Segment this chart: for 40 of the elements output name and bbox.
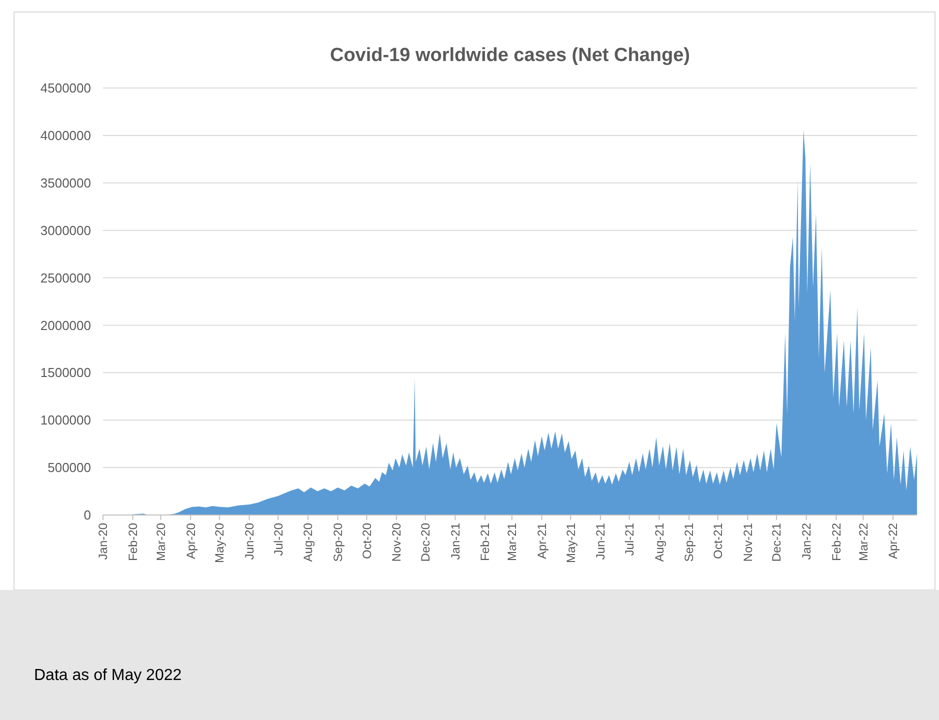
x-tick-label: Dec-21 <box>770 522 784 562</box>
x-tick-label: Apr-21 <box>534 522 549 560</box>
x-tick-label: May-21 <box>564 522 578 564</box>
y-tick-label: 2000000 <box>40 318 91 333</box>
x-tick-label: May-20 <box>212 522 227 564</box>
y-tick-label: 500000 <box>48 460 91 476</box>
y-tick-label: 3000000 <box>40 222 91 238</box>
x-tick-label: Sep-21 <box>682 522 696 562</box>
y-tick-label: 1500000 <box>40 365 91 380</box>
x-tick-label: Aug-21 <box>652 522 666 562</box>
x-tick-label: Nov-21 <box>740 522 755 562</box>
y-tick-label: 2500000 <box>40 270 91 286</box>
x-tick-label: Apr-20 <box>184 522 198 560</box>
y-tick-label: 4500000 <box>40 80 91 96</box>
x-tick-label: Nov-20 <box>390 522 404 562</box>
x-tick-label: Jul-21 <box>622 522 637 556</box>
x-tick-label: Jun-20 <box>242 522 256 560</box>
y-tick-label: 4000000 <box>40 128 91 143</box>
chart-title: Covid-19 worldwide cases (Net Change) <box>330 45 690 66</box>
x-tick-label: Apr-22 <box>886 522 900 560</box>
x-tick-label: Jan-22 <box>800 522 814 560</box>
x-tick-label: Jan-20 <box>96 522 110 560</box>
text: Data as of May 2022 <box>34 667 182 684</box>
y-tick-label: 0 <box>84 508 91 523</box>
x-tick-label: Aug-20 <box>301 522 316 562</box>
x-tick-label: Feb-20 <box>126 522 140 562</box>
x-tick-label: Feb-22 <box>829 522 844 562</box>
x-tick-label: Dec-20 <box>418 522 433 562</box>
y-tick-label: 3500000 <box>40 175 91 190</box>
x-tick-label: Oct-20 <box>360 522 374 560</box>
x-tick-label: Jan-21 <box>448 522 462 560</box>
x-tick-label: Jun-21 <box>594 522 608 560</box>
x-tick-label: Oct-21 <box>711 522 726 560</box>
x-tick-label: Mar-22 <box>856 522 870 562</box>
x-tick-label: Jul-20 <box>271 522 286 556</box>
x-tick-label: Feb-21 <box>478 522 492 562</box>
x-tick-label: Mar-20 <box>154 522 168 562</box>
x-tick-label: Mar-21 <box>505 522 520 562</box>
y-tick-label: 1000000 <box>40 412 91 428</box>
x-tick-label: Sep-20 <box>330 522 345 562</box>
